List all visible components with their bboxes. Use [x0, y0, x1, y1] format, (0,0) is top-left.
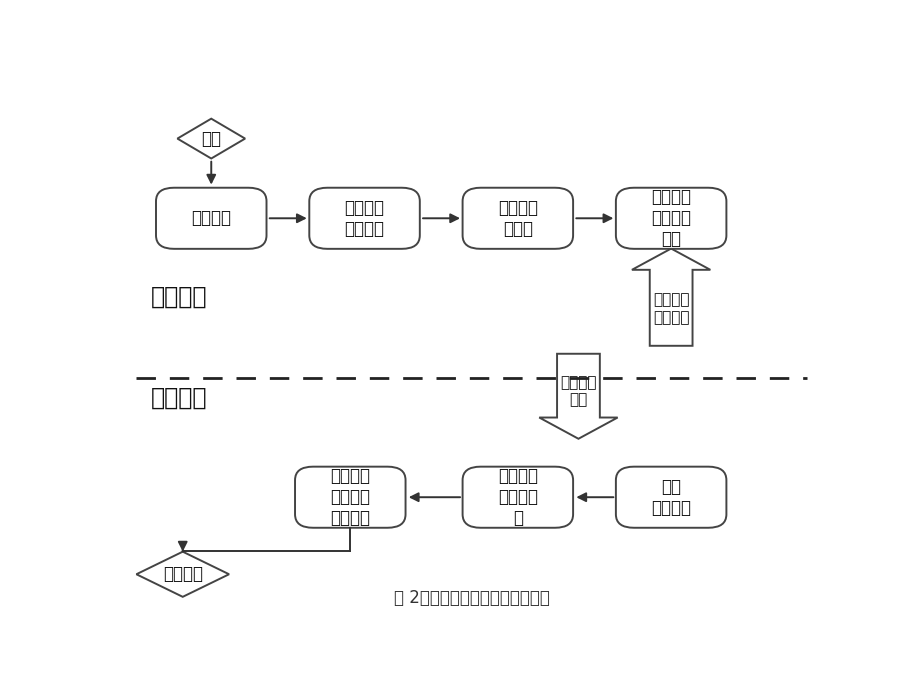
Text: 识别
减少风险: 识别 减少风险	[651, 477, 690, 517]
Text: 做出决策: 做出决策	[163, 565, 202, 583]
Polygon shape	[631, 248, 709, 346]
FancyBboxPatch shape	[462, 188, 573, 249]
Polygon shape	[539, 354, 617, 439]
FancyBboxPatch shape	[615, 466, 726, 528]
FancyBboxPatch shape	[462, 466, 573, 528]
Polygon shape	[177, 119, 244, 159]
Text: 评估减小
风险的措
施: 评估减小 风险的措 施	[497, 467, 538, 527]
Text: 估计后果
的大小: 估计后果 的大小	[497, 199, 538, 237]
FancyBboxPatch shape	[309, 188, 419, 249]
FancyBboxPatch shape	[156, 188, 267, 249]
Text: 提出措施
建议描述
不确定性: 提出措施 建议描述 不确定性	[330, 467, 369, 527]
Text: 估计发生
的可能性: 估计发生 的可能性	[345, 199, 384, 237]
Text: 危害识别: 危害识别	[191, 209, 231, 227]
Text: 风险管理: 风险管理	[151, 385, 207, 409]
Text: 需要减少
风险: 需要减少 风险	[560, 375, 596, 407]
FancyBboxPatch shape	[615, 188, 726, 249]
Polygon shape	[136, 552, 229, 597]
Text: 起始: 起始	[201, 130, 221, 148]
Text: 得出结论
描述不确
定性: 得出结论 描述不确 定性	[651, 188, 690, 248]
FancyBboxPatch shape	[295, 466, 405, 528]
Text: 减少风险
需要评估: 减少风险 需要评估	[652, 293, 688, 325]
Text: 风险评估: 风险评估	[151, 284, 207, 308]
Text: 图 2：有害生物风险分析过程概览: 图 2：有害生物风险分析过程概览	[393, 589, 549, 607]
